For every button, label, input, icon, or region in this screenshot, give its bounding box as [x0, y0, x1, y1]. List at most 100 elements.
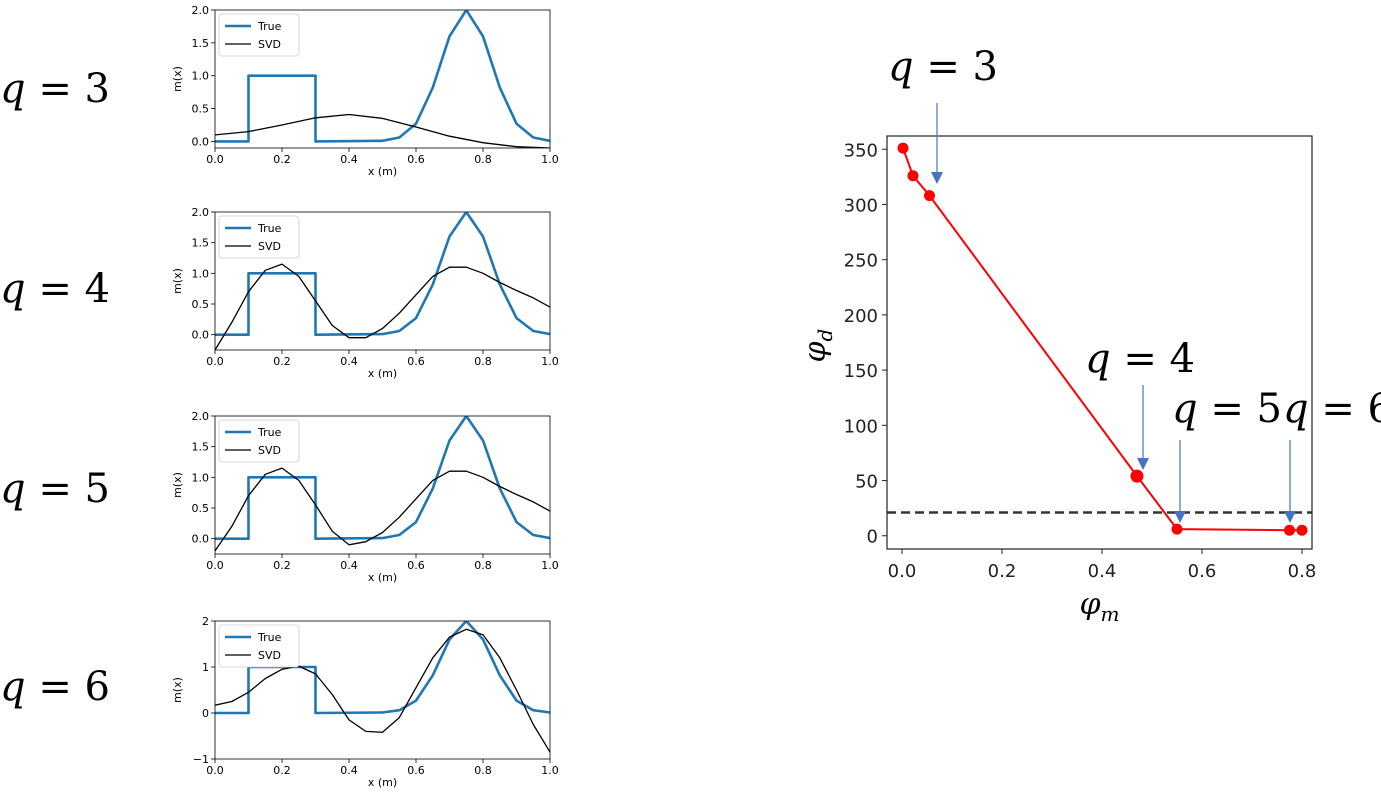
plot-frame	[214, 211, 551, 351]
y-tick-label: 350	[844, 140, 878, 161]
x-tick-label: 0.8	[474, 153, 492, 166]
legend-label-true: True	[257, 426, 282, 439]
y-tick-label: −1	[193, 753, 209, 766]
legend: True SVD	[218, 13, 300, 57]
x-tick-label: 0.2	[273, 153, 291, 166]
series-svd-line	[215, 263, 550, 350]
y-tick-label: 1.0	[192, 267, 210, 280]
y-tick-label: 2	[202, 615, 209, 628]
y-tick-label: 1	[202, 661, 209, 674]
legend-label-svd: SVD	[258, 649, 281, 662]
legend-box	[218, 13, 300, 57]
plot-frame	[214, 415, 551, 555]
y-tick-label: 0.5	[192, 502, 210, 515]
annotation-arrowhead	[1284, 511, 1296, 523]
y-tick-label: 150	[844, 361, 878, 382]
panel-2: 0.0 0.2 0.4 0.6 0.8 1.0 0.0 0.5 1.0 1.5 2.0 x (m) m(…	[171, 206, 559, 380]
x-tick-label: 0.6	[407, 153, 425, 166]
y-tick-label: 300	[844, 195, 878, 216]
annotation-q=3: q = 3	[888, 44, 998, 90]
legend-label-true: True	[257, 631, 282, 644]
x-tick-label: 0.4	[340, 153, 358, 166]
legend-box	[218, 624, 300, 668]
row-label-2: q = 4	[0, 266, 110, 312]
x-axis-label: x (m)	[368, 571, 397, 584]
y-tick-label: 1.0	[192, 70, 210, 83]
x-tick-label: 0.4	[340, 559, 358, 572]
legend: True SVD	[218, 624, 300, 668]
row-label-1: q = 3	[0, 66, 110, 112]
x-tick-label: 0.0	[206, 559, 224, 572]
legend-box	[218, 419, 300, 463]
annotation-q=4: q = 4	[1085, 336, 1195, 382]
tradeoff-point	[897, 142, 909, 154]
x-tick-label: 0.4	[340, 355, 358, 368]
panel-4: 0.0 0.2 0.4 0.6 0.8 1.0 −1 0 1 2 x (m) m(x) True SVD	[171, 615, 559, 789]
y-tick-label: 100	[844, 416, 878, 437]
row-label-4: q = 6	[0, 664, 110, 710]
x-tick-label: 0.8	[1288, 561, 1317, 582]
annotation-arrowhead	[1137, 458, 1149, 470]
x-tick-label: 0.2	[273, 559, 291, 572]
y-tick-label: 250	[844, 251, 878, 272]
y-axis-label: m(x)	[171, 472, 184, 498]
y-tick-label: 2.0	[192, 4, 210, 17]
x-tick-label: 0.8	[474, 764, 492, 777]
panel-3: 0.0 0.2 0.4 0.6 0.8 1.0 0.0 0.5 1.0 1.5 2.0 x (m) m(…	[171, 410, 559, 584]
y-tick-label: 0.0	[192, 329, 210, 342]
x-tick-label: 1.0	[541, 559, 559, 572]
legend-label-svd: SVD	[258, 444, 281, 457]
legend-box	[218, 215, 300, 259]
x-axis-label: x (m)	[368, 776, 397, 789]
series-true-line	[215, 10, 550, 143]
x-tick-label: 1.0	[541, 153, 559, 166]
x-tick-label: 0.2	[273, 764, 291, 777]
tradeoff-point	[924, 190, 935, 202]
tradeoff-point	[1296, 524, 1308, 536]
y-tick-label: 50	[855, 472, 878, 493]
x-tick-label: 0.0	[206, 355, 224, 368]
y-tick-label: 200	[844, 306, 878, 327]
y-tick-label: 1.5	[192, 441, 210, 454]
x-axis-label: x (m)	[368, 367, 397, 380]
annotation-q=5: q = 5	[1172, 386, 1282, 432]
x-tick-label: 0.2	[273, 355, 291, 368]
y-tick-label: 2.0	[192, 410, 210, 423]
y-tick-label: 0.0	[192, 135, 210, 148]
x-tick-label: 0.6	[407, 355, 425, 368]
x-tick-label: 0.0	[888, 561, 917, 582]
x-tick-label: 0.2	[988, 561, 1017, 582]
x-tick-label: 0.6	[407, 559, 425, 572]
tradeoff-point	[1130, 469, 1144, 483]
legend-label-true: True	[257, 20, 282, 33]
x-tick-label: 0.0	[206, 764, 224, 777]
tradeoff-chart: 0.0 0.2 0.4 0.6 0.8 0 50 100 150 200 250 300 350 φm φd	[798, 103, 1316, 626]
series-true-line	[215, 212, 550, 336]
annotation-q=6: q = 6	[1283, 386, 1381, 432]
y-tick-label: 0	[202, 707, 209, 720]
x-tick-label: 0.0	[206, 153, 224, 166]
y-axis-label: φd	[798, 329, 837, 363]
x-tick-label: 0.8	[474, 355, 492, 368]
row-label-3: q = 5	[0, 466, 110, 512]
y-axis-label: m(x)	[171, 677, 184, 703]
x-tick-label: 0.4	[1088, 561, 1117, 582]
y-tick-label: 1.5	[192, 237, 210, 250]
legend: True SVD	[218, 419, 300, 463]
y-axis-label: m(x)	[171, 66, 184, 92]
plot-frame	[214, 9, 551, 149]
x-tick-label: 0.8	[474, 559, 492, 572]
x-axis-label: φm	[1080, 587, 1120, 626]
legend-label-svd: SVD	[258, 240, 281, 253]
x-tick-label: 0.6	[1188, 561, 1217, 582]
panel-1: 0.0 0.2 0.4 0.6 0.8 1.0 0.0 0.5 1.0 1.5 2.0 x (m) m(…	[171, 4, 559, 178]
plot-frame	[214, 620, 551, 760]
series-svd-line	[215, 467, 550, 552]
y-tick-label: 1.5	[192, 37, 210, 50]
series-svd-line	[215, 113, 550, 148]
y-tick-label: 0	[867, 527, 878, 548]
x-tick-label: 1.0	[541, 355, 559, 368]
y-tick-label: 0.5	[192, 298, 210, 311]
legend-label-svd: SVD	[258, 38, 281, 51]
